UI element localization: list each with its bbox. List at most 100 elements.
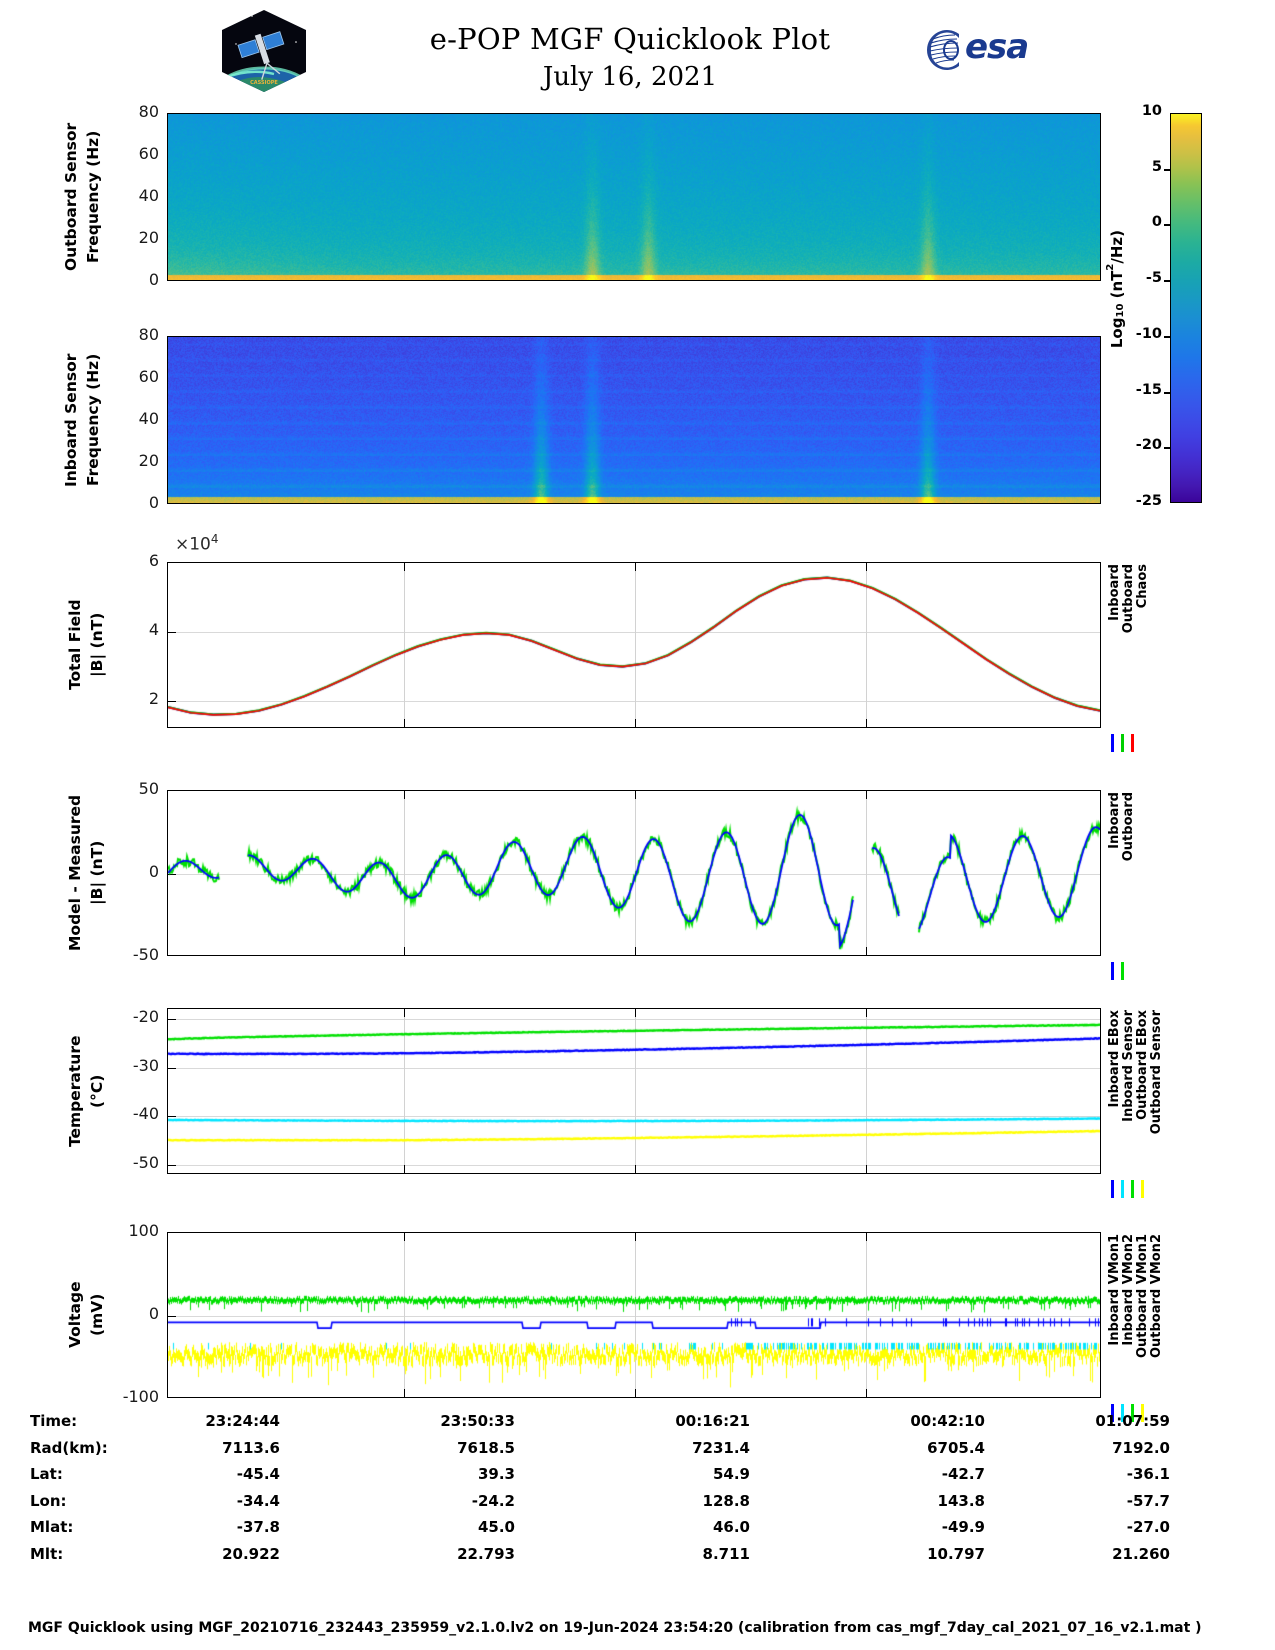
legend-label: Inboard VMon2	[1121, 1234, 1136, 1346]
gridline	[866, 1009, 868, 1173]
legend-label: Outboard EBox	[1135, 1010, 1150, 1120]
gridline	[403, 563, 405, 727]
legend-swatch	[1141, 1180, 1144, 1198]
gridline	[168, 1316, 1100, 1317]
table-row: Rad(km): 7113.6 7618.5 7231.4 6705.4 7192.0	[30, 1439, 1170, 1466]
page-title: e-POP MGF Quicklook Plot	[429, 22, 831, 56]
table-cell: -37.8	[236, 1518, 280, 1536]
ytick-label: -50	[132, 1153, 159, 1173]
ylabel-line: Total Field	[66, 599, 84, 691]
ytick-label: 80	[138, 325, 159, 344]
ephemeris-table: Time: 23:24:44 23:50:33 00:16:21 00:42:10 01:…	[30, 1412, 1170, 1571]
tickmark	[168, 1165, 176, 1167]
row-label: Rad(km):	[30, 1438, 108, 1457]
colorbar-tickmark	[1164, 168, 1171, 171]
tickmark	[866, 719, 868, 727]
ylabel-line: |B| (nT)	[88, 612, 106, 678]
axes-voltage	[167, 1232, 1101, 1398]
ytick-label: 20	[138, 451, 159, 470]
table-cell: 8.711	[702, 1544, 750, 1563]
gridline	[403, 1233, 405, 1397]
ytick-label: -30	[132, 1055, 159, 1075]
legend-label: Chaos	[1135, 564, 1150, 609]
table-row: Mlt: 20.922 22.793 8.711 10.797 21.260	[30, 1545, 1170, 1572]
axes-inboard-spectrogram	[167, 336, 1101, 504]
tickmark	[403, 947, 405, 955]
tickmark	[168, 1018, 176, 1020]
table-cell: 7231.4	[692, 1438, 750, 1457]
axes-model-minus-measured	[167, 790, 1101, 956]
table-cell: 7113.6	[222, 1438, 280, 1457]
legend-swatch	[1111, 962, 1114, 980]
gridline	[168, 632, 1100, 634]
colorbar-tick-label: -5	[1145, 270, 1162, 287]
tickmark	[168, 1116, 176, 1118]
ytick-label: -100	[122, 1387, 159, 1406]
legend-label: Inboard	[1107, 792, 1122, 849]
ylabel-line: Voltage	[66, 1281, 84, 1349]
row-label: Time:	[30, 1412, 78, 1430]
colorbar-tickmark	[1164, 391, 1171, 394]
ytick-label: -50	[132, 945, 159, 964]
table-cell: 46.0	[712, 1518, 750, 1536]
table-cell: -42.7	[941, 1465, 985, 1483]
table-cell: 21.260	[1112, 1544, 1170, 1563]
table-cell: 20.922	[222, 1544, 280, 1563]
table-cell: 23:50:33	[440, 1412, 515, 1430]
legend-label: Inboard EBox	[1107, 1010, 1122, 1108]
page-date: July 16, 2021	[542, 62, 718, 92]
esa-logo: esa	[925, 27, 1045, 72]
legend-swatch	[1121, 1180, 1124, 1198]
legend-label: Outboard VMon2	[1149, 1234, 1164, 1359]
ylabel-line: Frequency (Hz)	[84, 353, 102, 487]
table-row: Mlat: -37.8 45.0 46.0 -49.9 -27.0	[30, 1518, 1170, 1545]
legend-label: Outboard	[1121, 564, 1136, 634]
row-label: Mlt:	[30, 1544, 64, 1563]
ytick-label: 60	[138, 144, 159, 163]
ytick-label: 60	[138, 367, 159, 386]
ytick-label: 50	[138, 779, 159, 798]
table-cell: -27.0	[1126, 1518, 1170, 1536]
table-cell: -36.1	[1126, 1465, 1170, 1483]
plot-data-inboard-spectrogram	[168, 337, 1100, 503]
colorbar-tick-label: -20	[1135, 437, 1162, 454]
tickmark	[866, 947, 868, 955]
axes-outboard-spectrogram	[167, 113, 1101, 281]
ylabel-line: (mV)	[88, 1293, 106, 1337]
table-cell: -34.4	[236, 1491, 280, 1510]
gridline	[635, 1009, 636, 1173]
footer-provenance-note: MGF Quicklook using MGF_20210716_232443_…	[28, 1620, 1202, 1636]
tickmark	[403, 563, 405, 571]
tickmark	[866, 791, 868, 799]
tickmark	[635, 719, 636, 727]
plot-data-total-field	[168, 563, 1100, 727]
table-cell: 10.797	[927, 1544, 985, 1563]
gridline	[635, 1233, 636, 1397]
table-cell: 39.3	[477, 1465, 515, 1483]
gridline	[866, 563, 868, 727]
table-cell: 01:07:59	[1095, 1412, 1170, 1430]
gridline	[168, 1018, 1100, 1020]
gridline	[866, 1233, 868, 1397]
table-cell: 143.8	[937, 1491, 985, 1510]
ytick-label: 6	[148, 551, 159, 570]
tickmark	[866, 1009, 868, 1017]
tickmark	[635, 563, 636, 571]
ylabel-line: |B| (nT)	[88, 840, 106, 906]
colorbar-tick-label: 10	[1141, 103, 1162, 119]
ytick-label: 40	[138, 409, 159, 428]
legend-swatch	[1121, 734, 1124, 752]
tickmark	[168, 1316, 176, 1317]
colorbar-tick-label: 5	[1151, 158, 1162, 175]
plot-data-model-minus-measured	[168, 791, 1100, 955]
ytick-label: 0	[148, 1304, 159, 1323]
table-cell: -49.9	[941, 1518, 985, 1536]
esa-logo-text: esa	[965, 27, 1029, 67]
tickmark	[866, 1233, 868, 1241]
legend-swatch	[1111, 734, 1114, 752]
table-cell: -57.7	[1126, 1491, 1170, 1510]
ylabel-line: Frequency (Hz)	[84, 130, 102, 264]
legend-swatch	[1131, 734, 1134, 752]
legend-label: Outboard VMon1	[1135, 1234, 1150, 1359]
